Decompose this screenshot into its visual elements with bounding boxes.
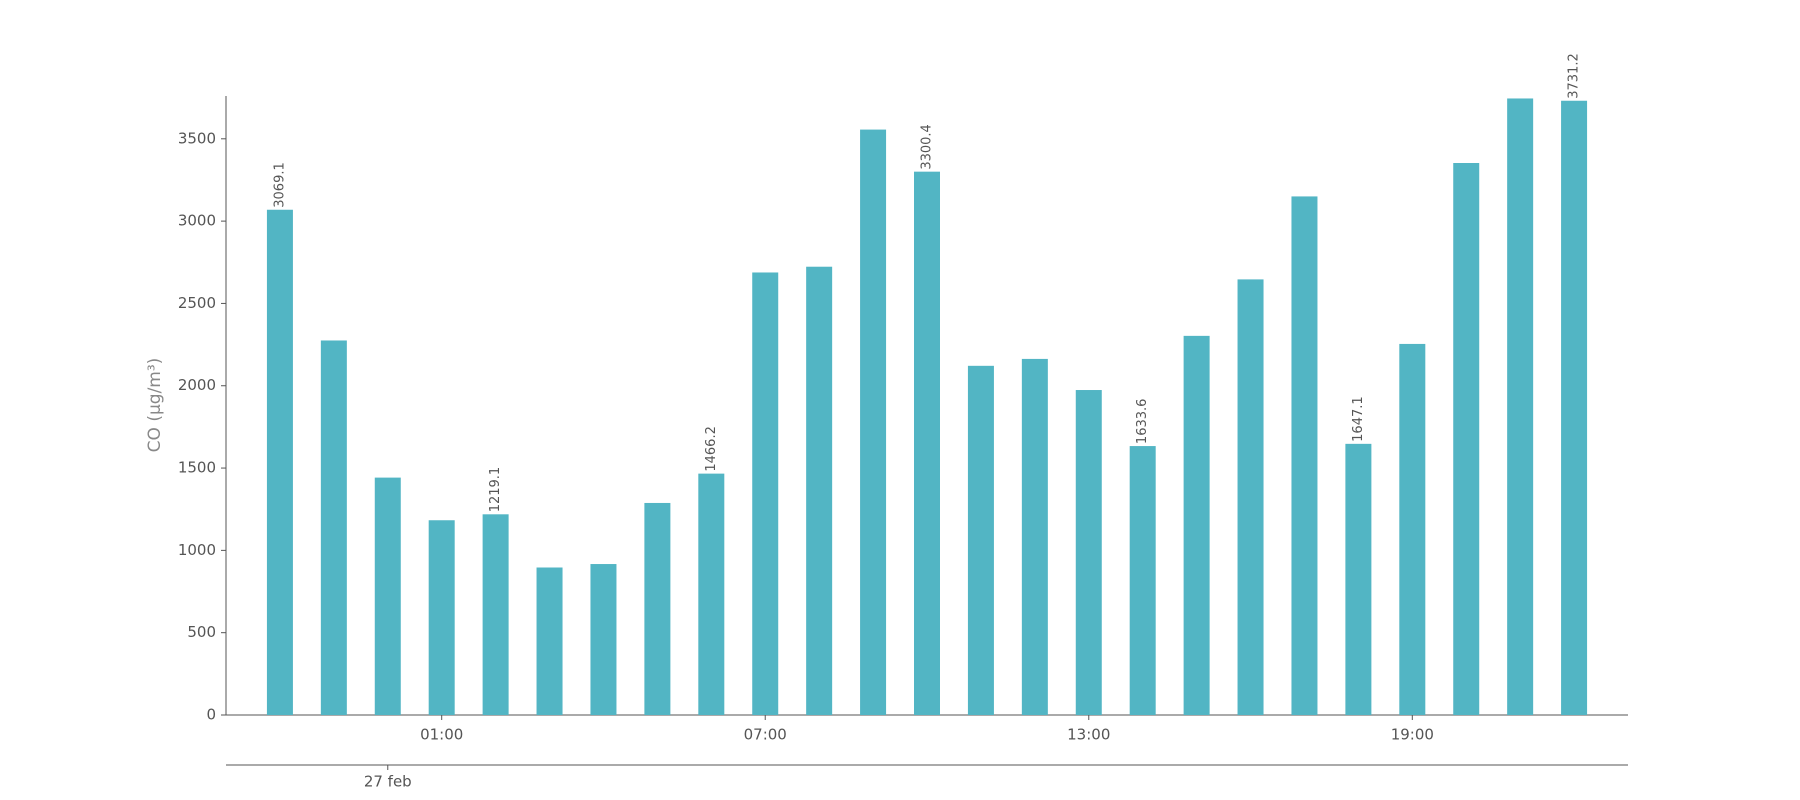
value-label: 1219.1 xyxy=(488,467,503,512)
bar xyxy=(1291,196,1318,716)
y-tick-label: 500 xyxy=(187,623,216,641)
bar xyxy=(536,567,563,715)
value-label: 1466.2 xyxy=(704,426,719,472)
y-tick-label: 1500 xyxy=(178,459,216,477)
y-tick-label: 0 xyxy=(206,706,216,724)
bar xyxy=(860,129,887,715)
bar xyxy=(1453,163,1480,715)
x-tick-label: 01:00 xyxy=(420,726,463,744)
bar xyxy=(1129,446,1156,715)
y-tick-label: 3500 xyxy=(178,129,216,147)
bar xyxy=(590,564,617,715)
bar xyxy=(914,171,940,716)
bar xyxy=(1507,98,1534,715)
x-tick-label: 13:00 xyxy=(1067,726,1110,744)
bar xyxy=(266,209,293,715)
value-label: 1647.1 xyxy=(1351,396,1366,442)
bar xyxy=(967,365,994,715)
y-tick-label: 2000 xyxy=(178,376,216,394)
bar xyxy=(1345,443,1372,715)
value-label: 1633.6 xyxy=(1135,399,1150,445)
bar xyxy=(1399,343,1426,715)
bar xyxy=(482,514,509,715)
value-label: 3731.2 xyxy=(1567,53,1582,99)
bar xyxy=(1237,279,1264,715)
bar xyxy=(698,473,725,715)
bar xyxy=(1021,358,1048,715)
bar xyxy=(806,266,833,715)
y-tick-label: 2500 xyxy=(178,294,216,312)
bar xyxy=(752,272,779,715)
bar xyxy=(1561,100,1588,716)
bar xyxy=(1075,390,1102,715)
value-label: 3300.4 xyxy=(920,124,935,170)
y-tick-label: 3000 xyxy=(178,212,216,230)
y-axis-label: CO (μg/m³) xyxy=(145,358,165,453)
value-label: 3069.1 xyxy=(272,162,287,208)
y-tick-label: 1000 xyxy=(178,541,216,559)
bar xyxy=(320,340,347,715)
x-tick-label: 07:00 xyxy=(744,726,787,744)
x-tick-label: 19:00 xyxy=(1391,726,1434,744)
bar xyxy=(644,502,671,715)
bar xyxy=(374,477,401,715)
bar xyxy=(428,520,455,715)
date-label: 27 feb xyxy=(364,773,412,791)
bar xyxy=(1183,335,1210,715)
